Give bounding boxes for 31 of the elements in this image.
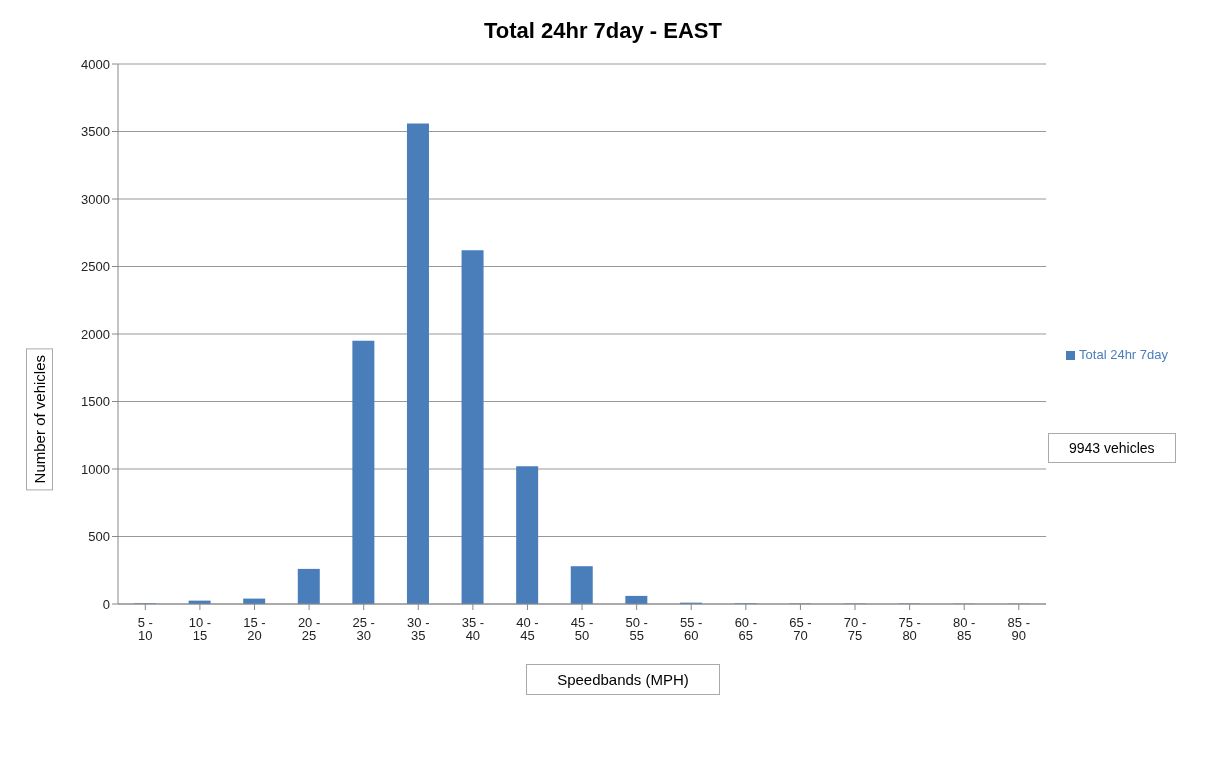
x-axis-title: Speedbands (MPH) [526,664,720,695]
x-tick-label: 65 - 70 [789,615,812,644]
y-tick-label: 2000 [81,326,110,342]
y-axis-title: Number of vehicles [26,348,53,491]
x-tick-label: 50 - 55 [625,615,648,644]
x-tick-label: 55 - 60 [680,615,703,644]
x-tick-label: 85 - 90 [1007,615,1030,644]
x-tick-label: 40 - 45 [516,615,539,644]
y-tick-label: 2500 [81,259,110,275]
y-tick-label: 0 [102,596,110,612]
y-tick-label: 1000 [81,461,110,477]
legend-label: Total 24hr 7day [1079,346,1168,362]
x-tick-label: 15 - 20 [243,615,266,644]
x-tick-label: 60 - 65 [734,615,758,644]
y-tick-label: 3500 [81,124,110,140]
x-tick-label: 30 - 35 [407,615,430,644]
x-tick-label: 35 - 40 [461,615,485,644]
y-tick-label: 4000 [81,56,110,72]
x-tick-label: 5 - 10 [137,615,153,644]
x-tick-label: 20 - 25 [297,615,321,644]
x-tick-label: 10 - 15 [188,615,212,644]
x-tick-label: 45 - 50 [570,615,594,644]
y-tick-label: 1500 [81,394,110,410]
x-tick-label: 75 - 80 [898,615,921,644]
x-tick-label: 80 - 85 [953,615,976,644]
y-tick-label: 500 [88,529,110,545]
x-tick-label: 25 - 30 [352,615,375,644]
y-tick-label: 3000 [81,191,110,207]
chart-title: Total 24hr 7day - EAST [483,18,723,44]
text: 9943 vehicles [1048,433,1176,463]
x-tick-label: 70 - 75 [843,615,867,644]
